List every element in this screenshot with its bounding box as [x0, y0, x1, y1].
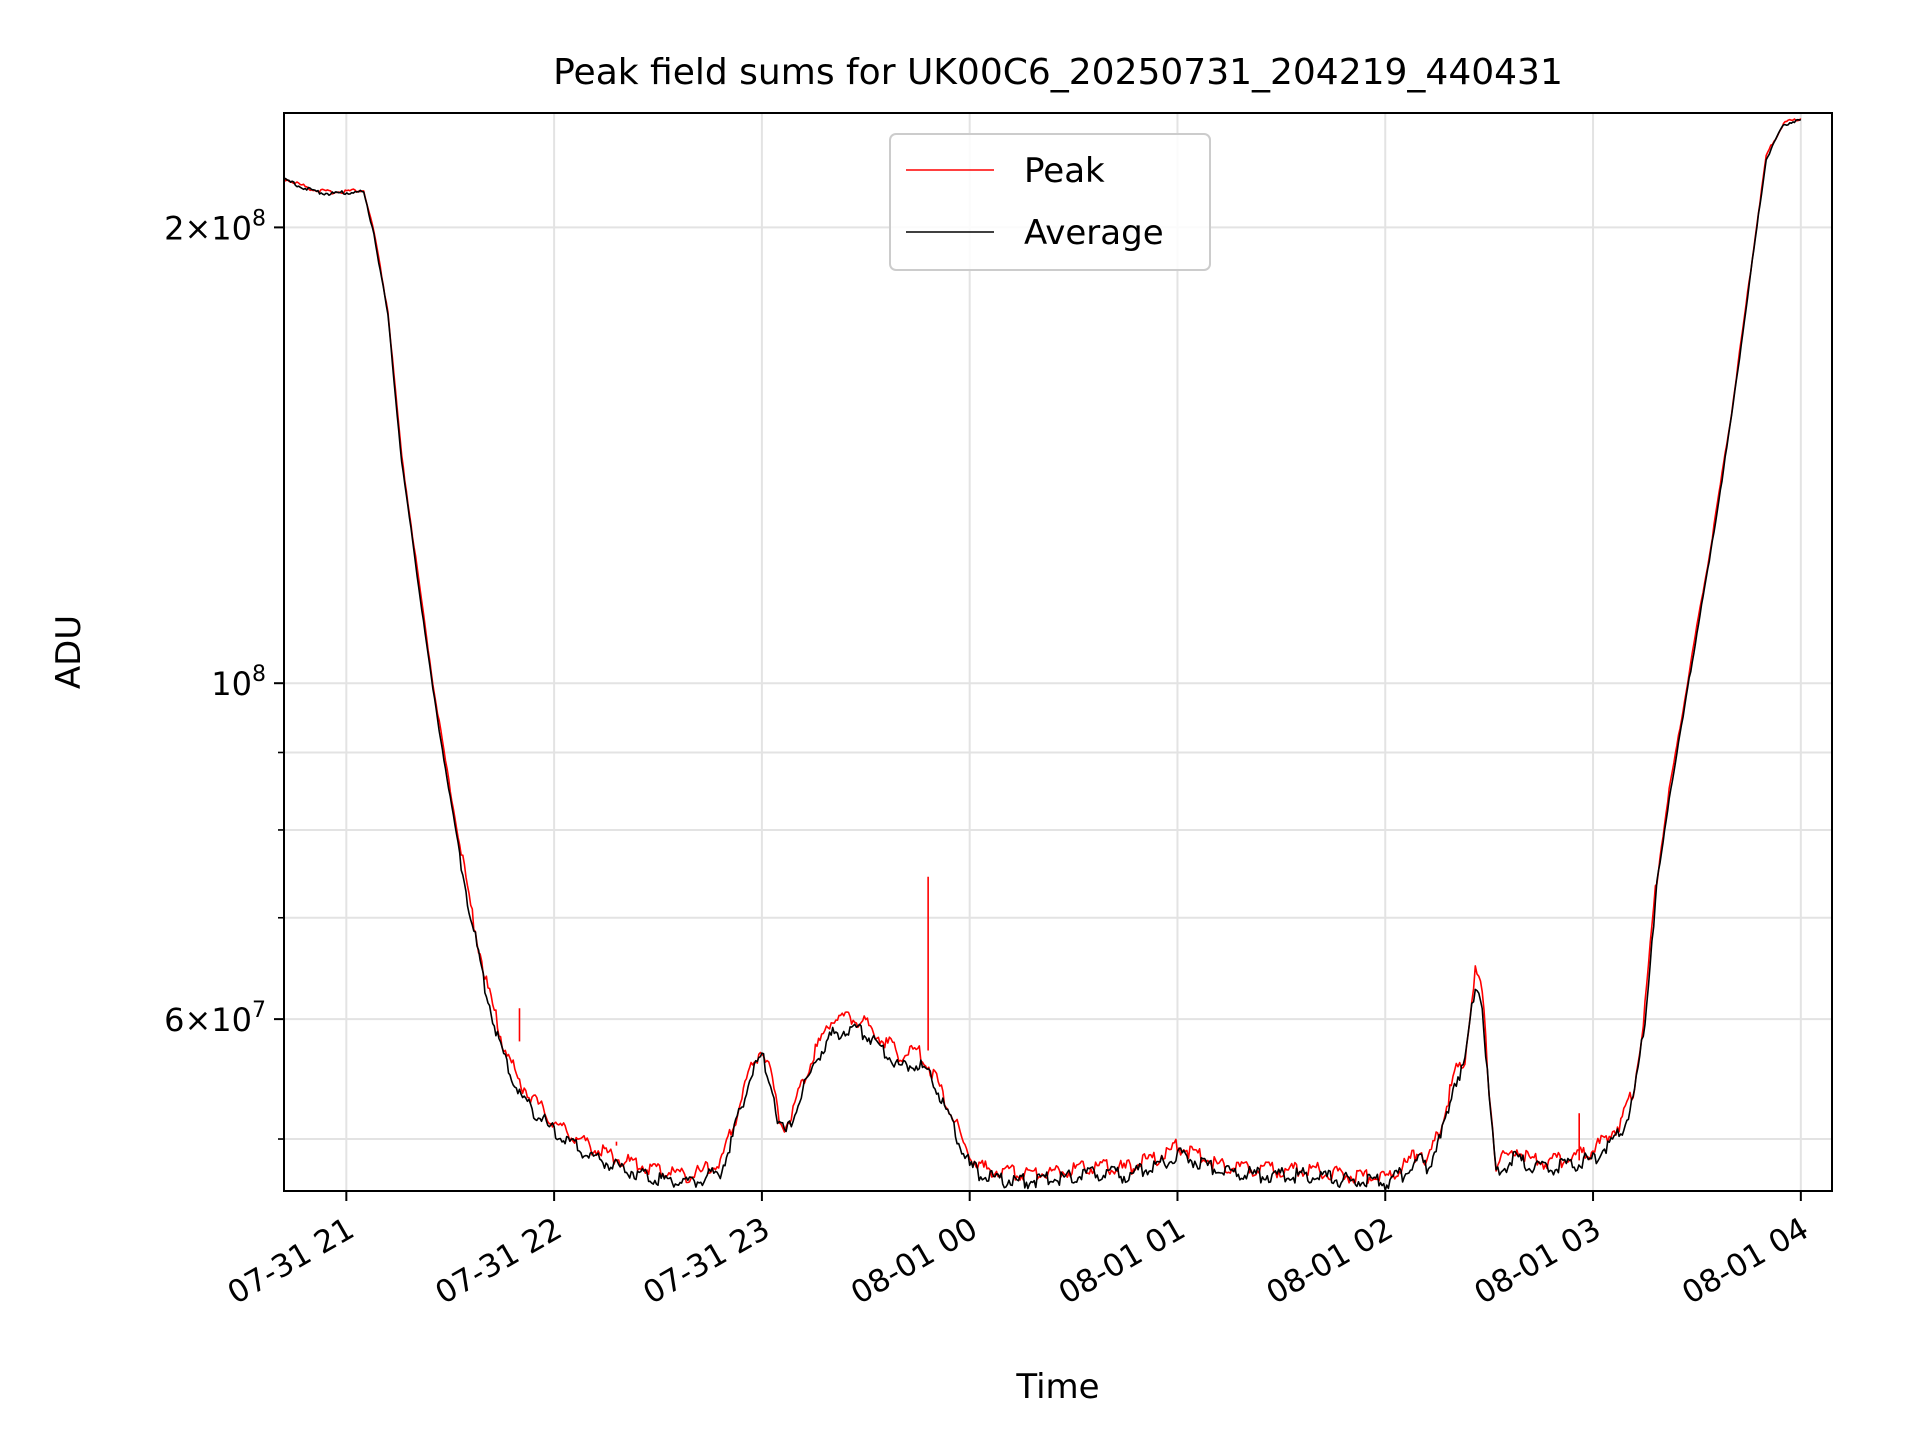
- y-tick-label: 6×107: [164, 998, 266, 1039]
- plot-frame: [283, 112, 1833, 1192]
- y-tick-label: 2×108: [164, 206, 266, 247]
- series-line-peak: [283, 117, 1802, 1184]
- chart-title: Peak field sums for UK00C6_20250731_2042…: [553, 52, 1563, 93]
- y-tick-label: 108: [211, 662, 266, 703]
- y-axis-ticks: 6×107 108 2×108: [164, 206, 284, 1140]
- series-line-average: [283, 118, 1801, 1192]
- legend-label-average: Average: [1024, 213, 1164, 253]
- legend-label-peak: Peak: [1024, 151, 1105, 191]
- y-axis-label: ADU: [49, 615, 89, 689]
- legend-box: [889, 133, 1211, 271]
- legend: Peak Average: [889, 133, 1211, 271]
- series-layer: [283, 117, 1802, 1192]
- x-axis-label: Time: [1015, 1367, 1099, 1407]
